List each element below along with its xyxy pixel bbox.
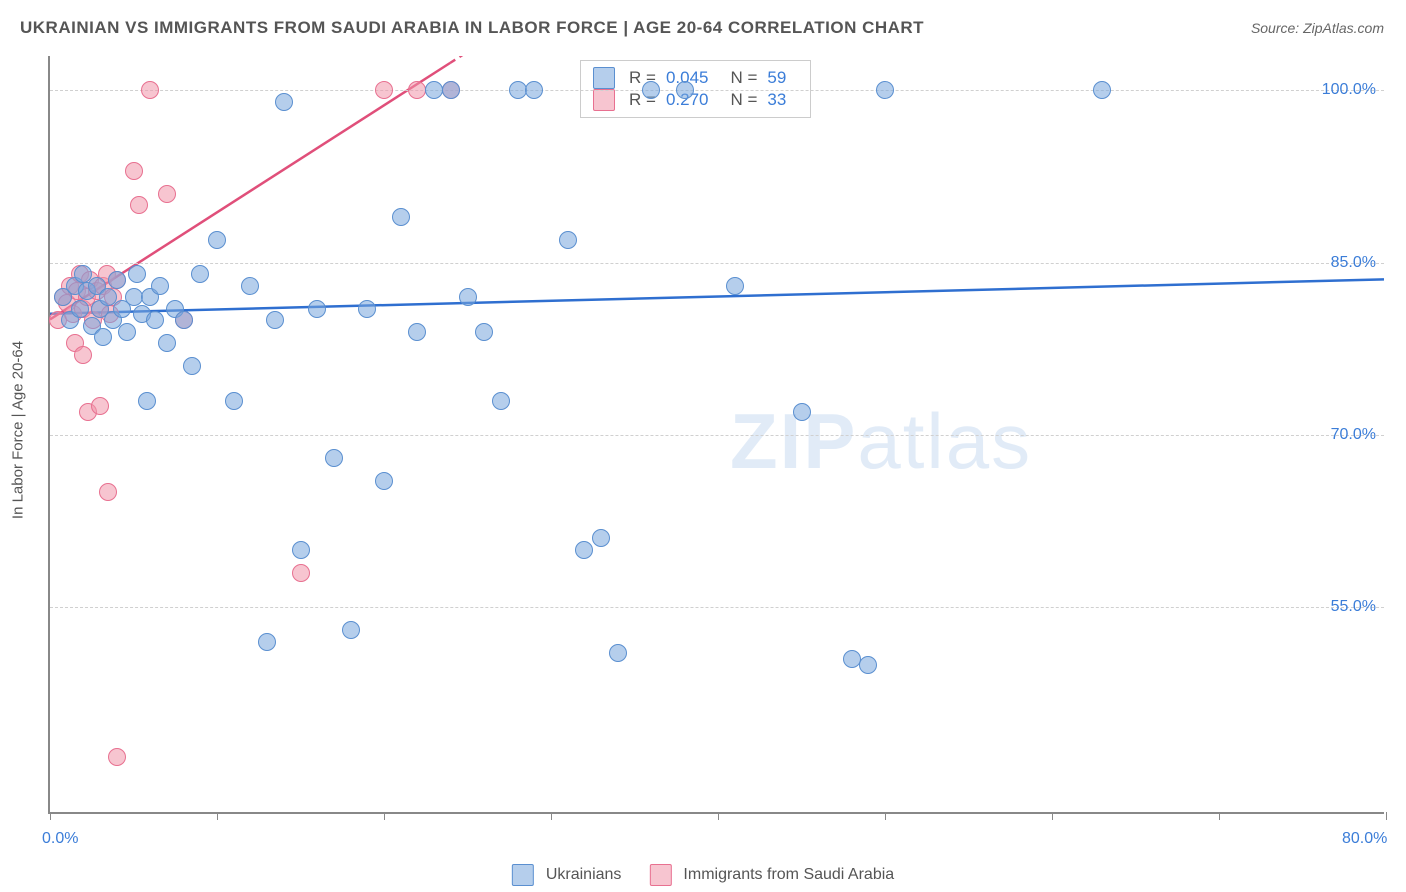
swatch-pink-icon: [593, 89, 615, 111]
grid-line: [50, 90, 1384, 91]
x-tick: [885, 812, 886, 820]
y-tick-label: 55.0%: [1331, 598, 1376, 616]
x-tick-label: 0.0%: [42, 830, 78, 848]
x-tick-label: 80.0%: [1342, 830, 1387, 848]
data-point: [525, 81, 543, 99]
data-point: [108, 271, 126, 289]
data-point: [125, 162, 143, 180]
data-point: [459, 288, 477, 306]
x-tick: [718, 812, 719, 820]
data-point: [726, 277, 744, 295]
n-label: N =: [730, 90, 757, 110]
data-point: [876, 81, 894, 99]
data-point: [275, 93, 293, 111]
data-point: [475, 323, 493, 341]
n-value-pink: 33: [767, 90, 786, 110]
y-tick-label: 100.0%: [1322, 81, 1376, 99]
y-axis-label: In Labor Force | Age 20-64: [10, 341, 27, 519]
data-point: [208, 231, 226, 249]
x-tick: [1386, 812, 1387, 820]
data-point: [74, 346, 92, 364]
chart-title: UKRAINIAN VS IMMIGRANTS FROM SAUDI ARABI…: [20, 18, 924, 38]
x-tick: [50, 812, 51, 820]
data-point: [258, 633, 276, 651]
data-point: [375, 472, 393, 490]
data-point: [859, 656, 877, 674]
x-tick: [384, 812, 385, 820]
swatch-blue-icon: [593, 67, 615, 89]
data-point: [425, 81, 443, 99]
y-tick-label: 70.0%: [1331, 426, 1376, 444]
grid-line: [50, 607, 1384, 608]
legend-item-ukrainians: Ukrainians: [512, 864, 622, 886]
data-point: [292, 564, 310, 582]
data-point: [118, 323, 136, 341]
data-point: [266, 311, 284, 329]
legend-item-saudi: Immigrants from Saudi Arabia: [649, 864, 894, 886]
data-point: [358, 300, 376, 318]
data-point: [308, 300, 326, 318]
swatch-pink-icon: [649, 864, 671, 886]
data-point: [575, 541, 593, 559]
data-point: [141, 81, 159, 99]
legend-row-blue: R = 0.045 N = 59: [593, 67, 798, 89]
n-label: N =: [730, 68, 757, 88]
grid-line: [50, 435, 1384, 436]
data-point: [408, 81, 426, 99]
data-point: [241, 277, 259, 295]
data-point: [592, 529, 610, 547]
x-tick: [1219, 812, 1220, 820]
legend-label-ukrainians: Ukrainians: [546, 866, 622, 884]
n-value-blue: 59: [767, 68, 786, 88]
data-point: [559, 231, 577, 249]
data-point: [609, 644, 627, 662]
data-point: [175, 311, 193, 329]
scatter-plot-area: ZIPatlas R = 0.045 N = 59 R = 0.270 N = …: [48, 56, 1384, 814]
data-point: [843, 650, 861, 668]
source-attribution: Source: ZipAtlas.com: [1251, 20, 1384, 36]
data-point: [183, 357, 201, 375]
data-point: [108, 748, 126, 766]
data-point: [676, 81, 694, 99]
data-point: [94, 328, 112, 346]
data-point: [130, 196, 148, 214]
data-point: [375, 81, 393, 99]
data-point: [392, 208, 410, 226]
grid-line: [50, 263, 1384, 264]
data-point: [642, 81, 660, 99]
x-tick: [551, 812, 552, 820]
data-point: [442, 81, 460, 99]
data-point: [509, 81, 527, 99]
data-point: [138, 392, 156, 410]
data-point: [99, 483, 117, 501]
data-point: [71, 300, 89, 318]
data-point: [408, 323, 426, 341]
data-point: [793, 403, 811, 421]
data-point: [191, 265, 209, 283]
watermark-atlas: atlas: [857, 397, 1032, 485]
legend-row-pink: R = 0.270 N = 33: [593, 89, 798, 111]
data-point: [325, 449, 343, 467]
data-point: [146, 311, 164, 329]
data-point: [158, 334, 176, 352]
watermark: ZIPatlas: [730, 396, 1032, 487]
swatch-blue-icon: [512, 864, 534, 886]
data-point: [158, 185, 176, 203]
y-tick-label: 85.0%: [1331, 254, 1376, 272]
trend-lines-svg: [50, 56, 1384, 812]
x-tick: [1052, 812, 1053, 820]
x-tick: [217, 812, 218, 820]
correlation-legend: R = 0.045 N = 59 R = 0.270 N = 33: [580, 60, 811, 118]
data-point: [342, 621, 360, 639]
data-point: [492, 392, 510, 410]
data-point: [1093, 81, 1111, 99]
legend-label-saudi: Immigrants from Saudi Arabia: [683, 866, 894, 884]
data-point: [292, 541, 310, 559]
data-point: [225, 392, 243, 410]
series-legend: Ukrainians Immigrants from Saudi Arabia: [512, 864, 894, 886]
data-point: [151, 277, 169, 295]
data-point: [91, 397, 109, 415]
data-point: [125, 288, 143, 306]
data-point: [128, 265, 146, 283]
